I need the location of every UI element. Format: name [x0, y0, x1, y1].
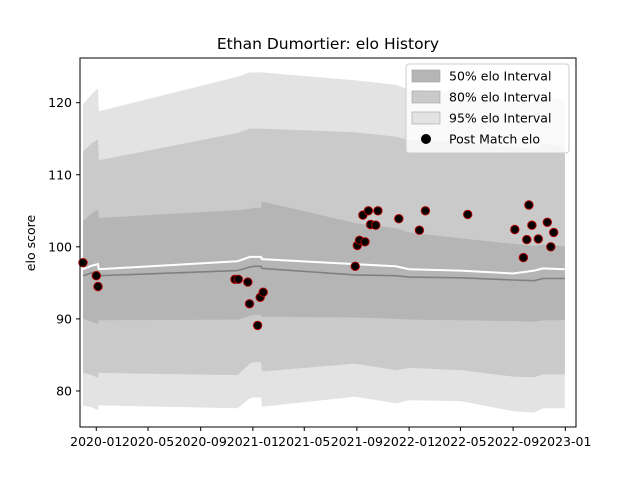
- mean-elo-line: [82, 255, 565, 275]
- x-tick-label: 2023-01: [539, 434, 591, 449]
- post-match-elo-point: [510, 224, 520, 235]
- post-match-elo-point: [350, 261, 360, 271]
- post-match-elo-point: [522, 234, 532, 245]
- legend-label: 80% elo Interval: [449, 90, 551, 105]
- y-tick-label: 120: [48, 95, 72, 110]
- post-match-elo-point: [420, 206, 431, 216]
- post-match-elo-point: [546, 242, 556, 252]
- post-match-elo-point: [463, 209, 473, 220]
- post-match-elo-point: [394, 214, 404, 224]
- post-match-elo-point: [363, 206, 374, 216]
- legend-swatch-50-interval: [411, 69, 441, 83]
- post-match-elo-point: [93, 281, 103, 292]
- legend-label: Post Match elo: [449, 132, 540, 147]
- post-match-elo-point: [549, 227, 559, 238]
- post-match-elo-point: [78, 258, 88, 268]
- post-match-elo-point: [243, 277, 253, 287]
- y-axis-label: elo score: [23, 215, 38, 272]
- x-tick-label: 2020-09: [175, 434, 227, 449]
- post-match-elo-point: [360, 237, 370, 247]
- x-tick-label: 2021-09: [331, 434, 383, 449]
- post-match-elo-point: [533, 234, 543, 244]
- post-match-elo-point: [258, 287, 268, 297]
- chart-title: Ethan Dumortier: elo History: [217, 35, 439, 53]
- y-tick-label: 100: [48, 239, 72, 254]
- legend-label: 95% elo Interval: [449, 111, 551, 126]
- post-match-elo-point: [233, 274, 244, 284]
- post-match-elo-point: [518, 252, 529, 263]
- legend-box: [405, 63, 570, 154]
- y-tick-label: 90: [56, 311, 72, 326]
- post-match-elo-point: [252, 320, 263, 331]
- y-tick-label: 110: [48, 167, 72, 182]
- post-match-elo-point: [371, 220, 381, 230]
- x-tick-label: 2022-01: [383, 434, 435, 449]
- x-tick-label: 2020-01: [70, 434, 122, 449]
- post-match-elo-point: [527, 220, 537, 230]
- legend-marker-post-match: [421, 134, 431, 144]
- axes: 2020-01 2020-05 2020-09 2021-01 2021-05 2021-…: [48, 57, 591, 449]
- legend-swatch-80-interval: [411, 90, 441, 104]
- y-tick-label: 80: [56, 383, 72, 398]
- legend: 50% elo Interval 80% elo Interval 95% elo …: [405, 63, 570, 154]
- legend-swatch-95-interval: [411, 111, 441, 125]
- axes-frame: [79, 57, 577, 428]
- x-tick-label: 2021-01: [227, 434, 279, 449]
- post-match-elo-point: [373, 206, 383, 216]
- post-match-elo-point: [91, 271, 102, 281]
- legend-label: 50% elo Interval: [449, 69, 551, 84]
- x-tick-label: 2020-05: [122, 434, 174, 449]
- plot-area: [78, 72, 565, 413]
- post-match-elo-point: [542, 217, 552, 228]
- post-match-elo-point: [244, 299, 255, 309]
- x-tick-label: 2022-05: [434, 434, 486, 449]
- x-tick-label: 2021-05: [278, 434, 330, 449]
- post-match-elo-point: [524, 200, 534, 210]
- post-match-elo-point: [414, 225, 425, 235]
- x-tick-label: 2022-09: [487, 434, 539, 449]
